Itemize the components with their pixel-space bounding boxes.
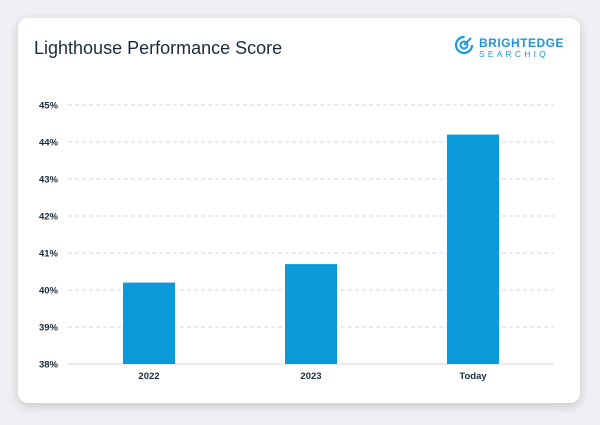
logo-text: BRIGHTEDGE — [478, 35, 564, 50]
x-tick-label: 2022 — [138, 371, 159, 382]
y-tick-label: 39% — [39, 323, 59, 334]
logo-subtext: SEARCHIQ — [478, 48, 549, 59]
bar — [123, 282, 175, 364]
brand-logo: BRIGHTEDGE SEARCHIQ — [454, 35, 564, 60]
bar — [447, 134, 499, 364]
y-tick-label: 42% — [39, 212, 59, 223]
chart-title: Lighthouse Performance Score — [34, 38, 283, 58]
chart-card: Lighthouse Performance Score BRIGHTEDGE … — [18, 18, 580, 403]
y-tick-label: 44% — [39, 138, 59, 149]
brightedge-logo-icon — [454, 35, 474, 60]
y-tick-label: 45% — [39, 101, 59, 112]
y-tick-label: 38% — [39, 360, 59, 371]
y-tick-label: 40% — [39, 286, 59, 297]
x-tick-label: Today — [459, 371, 487, 382]
x-tick-label: 2023 — [300, 371, 321, 382]
bar — [285, 264, 337, 364]
y-tick-label: 43% — [39, 175, 59, 186]
y-tick-label: 41% — [39, 249, 59, 260]
bar-chart: 38% 39% 40% 41% 42% 43% 44% 45% 2022 2023 Today — [39, 101, 554, 382]
